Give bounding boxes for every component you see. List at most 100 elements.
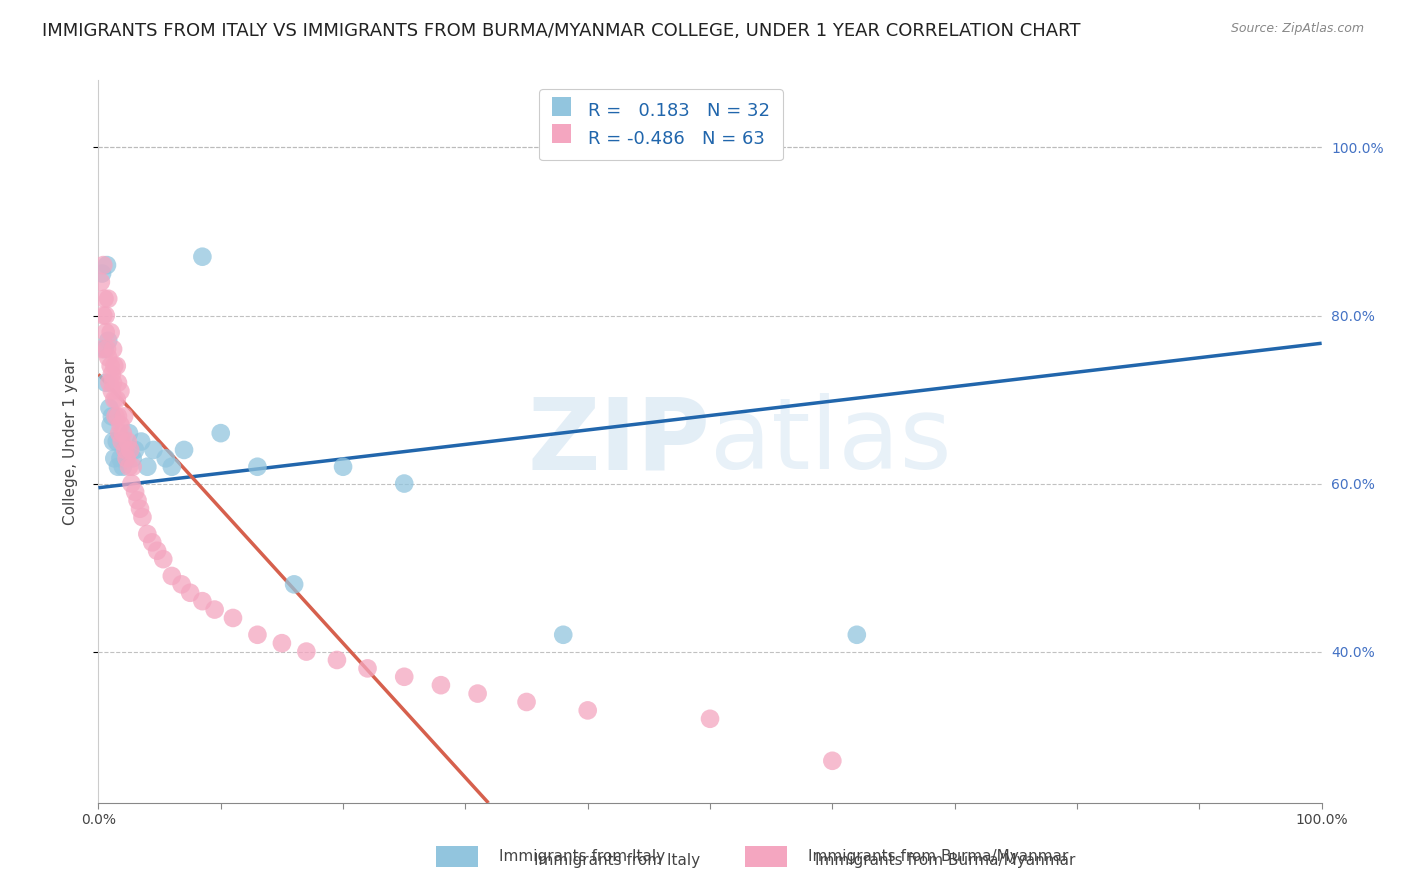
Point [97,351,120,365]
Point [392,670,416,684]
Point [96,258,118,272]
Point [97,292,120,306]
Point [191,594,214,608]
Point [91,258,114,272]
Point [124,442,146,457]
Point [136,527,159,541]
Point [91,342,114,356]
Point [96,342,118,356]
Point [105,434,128,449]
Point [845,628,868,642]
Point [131,510,153,524]
Point [121,451,143,466]
Point [136,459,159,474]
Point [127,493,149,508]
Point [111,459,134,474]
Point [699,712,721,726]
Text: Immigrants from Italy: Immigrants from Italy [534,854,700,868]
Point [107,409,129,424]
Point [101,384,124,398]
Point [105,392,128,407]
FancyBboxPatch shape [745,846,787,867]
Point [97,334,120,348]
Point [101,342,124,356]
Point [129,501,152,516]
Point [467,687,489,701]
Point [326,653,349,667]
Text: atlas: atlas [710,393,952,490]
Point [91,267,114,281]
Point [104,409,127,424]
Point [152,552,174,566]
Text: Source: ZipAtlas.com: Source: ZipAtlas.com [1230,22,1364,36]
Point [110,417,132,432]
Point [111,426,134,441]
Point [93,342,115,356]
Point [111,434,134,449]
Legend: R =   0.183   N = 32, R = -0.486   N = 63: R = 0.183 N = 32, R = -0.486 N = 63 [540,89,783,161]
Point [103,451,125,466]
Point [160,569,183,583]
Point [100,417,122,432]
Point [100,359,122,373]
Point [118,426,141,441]
Point [98,376,121,390]
Text: Immigrants from Burma/Myanmar: Immigrants from Burma/Myanmar [808,849,1069,863]
Point [94,376,117,390]
Point [114,442,136,457]
Point [332,459,354,474]
Point [576,703,599,717]
Point [110,384,132,398]
Point [90,275,112,289]
Text: IMMIGRANTS FROM ITALY VS IMMIGRANTS FROM BURMA/MYANMAR COLLEGE, UNDER 1 YEAR COR: IMMIGRANTS FROM ITALY VS IMMIGRANTS FROM… [42,22,1081,40]
Point [283,577,305,591]
Point [112,409,135,424]
Point [209,426,232,441]
Point [110,451,132,466]
Point [115,451,138,466]
Point [100,326,122,340]
Point [101,434,124,449]
Point [392,476,416,491]
Point [246,459,269,474]
Point [270,636,294,650]
Point [295,644,318,658]
Point [120,476,142,491]
Point [204,602,226,616]
Point [121,459,143,474]
FancyBboxPatch shape [436,846,478,867]
Point [141,535,163,549]
Point [129,434,152,449]
Point [356,661,378,675]
Text: Immigrants from Burma/Myanmar: Immigrants from Burma/Myanmar [815,854,1076,868]
Point [142,442,165,457]
Point [173,442,195,457]
Text: Immigrants from Italy: Immigrants from Italy [499,849,665,863]
Point [93,292,115,306]
Point [179,586,201,600]
Point [101,368,124,382]
Point [246,628,269,642]
Point [91,309,114,323]
Point [191,250,214,264]
Point [120,442,142,457]
Point [155,451,177,466]
Point [160,459,183,474]
Point [105,359,128,373]
Point [118,459,141,474]
Point [107,459,129,474]
Point [222,611,245,625]
Point [98,401,121,415]
Point [107,376,129,390]
Point [103,392,125,407]
Point [170,577,193,591]
Point [515,695,537,709]
Point [94,326,117,340]
Point [553,628,575,642]
Point [114,442,136,457]
Point [146,543,169,558]
Point [103,359,125,373]
Point [101,376,124,390]
Point [117,434,139,449]
Y-axis label: College, Under 1 year: College, Under 1 year [63,358,77,525]
